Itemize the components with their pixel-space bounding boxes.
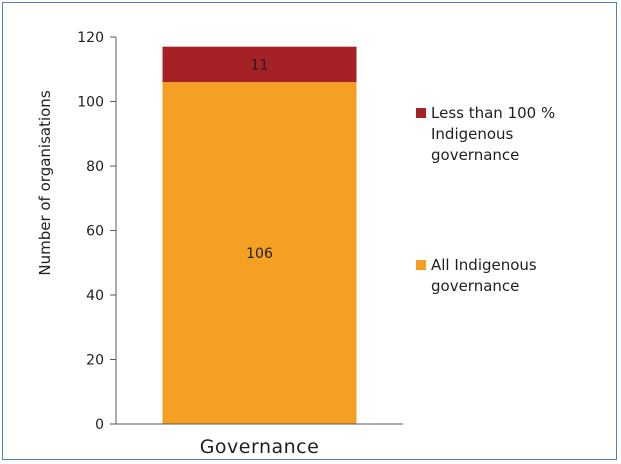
data-label: 106 [246, 246, 273, 262]
y-tick-label: 20 [86, 353, 104, 369]
x-axis: Governance [116, 423, 403, 458]
legend: Less than 100 % Indigenous governance All I… [416, 104, 555, 295]
x-category-label: Governance [200, 436, 320, 458]
chart-frame: 0 20 40 60 80 100 120 106 11 Governance Number … [2, 2, 617, 460]
y-tick-label: 120 [77, 30, 104, 46]
y-tick-label: 80 [86, 159, 104, 175]
y-axis-title: Number of organisations [36, 90, 54, 275]
legend-label: governance [431, 277, 519, 295]
bar-chart: 0 20 40 60 80 100 120 106 11 Governance Number … [36, 30, 555, 458]
bar-segment [162, 46, 357, 83]
y-tick-label: 60 [86, 224, 104, 240]
bars: 106 11 [162, 46, 357, 425]
legend-swatch [416, 108, 426, 118]
legend-label: governance [431, 146, 519, 164]
legend-label: Indigenous [431, 125, 514, 143]
data-label: 11 [251, 57, 269, 73]
y-tick-label: 100 [77, 95, 104, 111]
y-tick-label: 40 [86, 288, 104, 304]
bar-segment [162, 82, 357, 425]
legend-label: Less than 100 % [431, 104, 555, 122]
y-tick-label: 0 [95, 417, 104, 433]
legend-label: All Indigenous [431, 256, 537, 274]
y-axis: 0 20 40 60 80 100 120 [77, 30, 117, 433]
legend-swatch [416, 260, 426, 270]
